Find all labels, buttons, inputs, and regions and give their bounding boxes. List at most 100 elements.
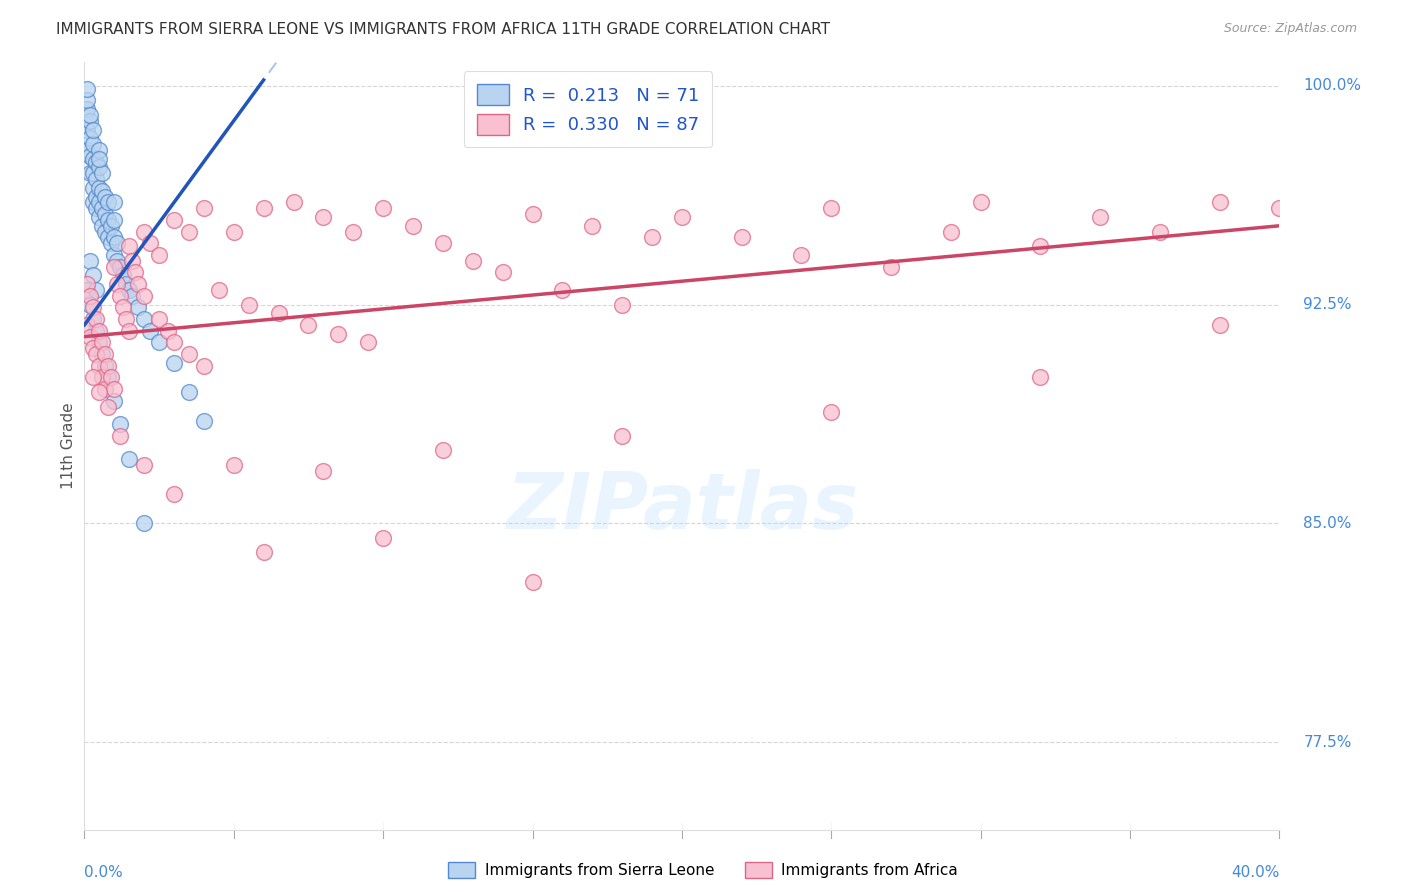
Point <box>328 326 350 341</box>
Point <box>103 213 125 227</box>
Point <box>1090 210 1112 224</box>
Point <box>82 166 104 180</box>
Point <box>124 265 146 279</box>
Point <box>1209 318 1232 332</box>
Point <box>82 152 104 166</box>
Text: IMMIGRANTS FROM SIERRA LEONE VS IMMIGRANTS FROM AFRICA 11TH GRADE CORRELATION CH: IMMIGRANTS FROM SIERRA LEONE VS IMMIGRAN… <box>56 22 830 37</box>
Point <box>79 166 101 180</box>
Point <box>121 289 143 303</box>
Text: 40.0%: 40.0% <box>1232 864 1279 880</box>
Point <box>103 230 125 244</box>
Point <box>89 324 111 338</box>
Point <box>94 189 117 203</box>
Point <box>731 230 754 244</box>
Point <box>94 382 117 396</box>
Point <box>297 318 319 332</box>
Point <box>91 335 114 350</box>
Point <box>110 260 132 274</box>
Point <box>97 370 120 384</box>
Text: 77.5%: 77.5% <box>1303 734 1351 749</box>
Text: Source: ZipAtlas.com: Source: ZipAtlas.com <box>1223 22 1357 36</box>
Point <box>86 312 108 326</box>
Point <box>238 297 260 311</box>
Point <box>100 370 122 384</box>
Point <box>402 219 425 233</box>
Point <box>86 172 108 186</box>
Point <box>91 347 114 361</box>
Point <box>127 301 149 315</box>
Point <box>132 458 156 472</box>
Point <box>79 329 101 343</box>
Point <box>105 236 128 251</box>
Point <box>139 324 162 338</box>
Point <box>76 122 98 136</box>
Point <box>283 195 305 210</box>
Point <box>1029 239 1052 253</box>
Point <box>253 545 276 559</box>
Point <box>82 370 104 384</box>
Point <box>432 236 454 251</box>
Legend: R =  0.213   N = 71, R =  0.330   N = 87: R = 0.213 N = 71, R = 0.330 N = 87 <box>464 71 713 147</box>
Point <box>82 268 104 283</box>
Point <box>86 154 108 169</box>
Point <box>76 283 98 297</box>
Point <box>163 213 186 227</box>
Point <box>103 195 125 210</box>
Point <box>76 81 98 95</box>
Point <box>89 335 111 350</box>
Point <box>100 219 122 233</box>
Point <box>89 210 111 224</box>
Point <box>492 265 515 279</box>
Point <box>110 417 132 431</box>
Point <box>94 347 117 361</box>
Point <box>91 166 114 180</box>
Point <box>118 239 141 253</box>
Point <box>91 219 114 233</box>
Point <box>193 414 215 428</box>
Point <box>89 181 111 195</box>
Point <box>1029 370 1052 384</box>
Point <box>91 184 114 198</box>
Point <box>110 289 132 303</box>
Point <box>163 487 186 501</box>
Point <box>193 201 215 215</box>
Point <box>118 324 141 338</box>
Point <box>267 306 290 320</box>
Point <box>82 137 104 152</box>
Point <box>157 324 180 338</box>
Point <box>97 230 120 244</box>
Point <box>76 102 98 116</box>
Point <box>522 574 544 589</box>
Point <box>91 370 114 384</box>
Point <box>79 253 101 268</box>
Point <box>79 108 101 122</box>
Point <box>82 312 104 326</box>
Point <box>312 464 335 478</box>
Point <box>89 385 111 400</box>
Point <box>82 301 104 315</box>
Point <box>177 225 200 239</box>
Point <box>132 225 156 239</box>
Point <box>1268 201 1291 215</box>
Point <box>522 207 544 221</box>
Point <box>89 359 111 373</box>
Point <box>86 283 108 297</box>
Text: 92.5%: 92.5% <box>1303 297 1351 312</box>
Point <box>373 531 395 545</box>
Point <box>82 195 104 210</box>
Point <box>1149 225 1171 239</box>
Point <box>551 283 574 297</box>
Point <box>208 283 231 297</box>
Point <box>105 277 128 292</box>
Point <box>76 277 98 292</box>
Point <box>97 195 120 210</box>
Point <box>312 210 335 224</box>
Point <box>581 219 603 233</box>
Point <box>110 429 132 443</box>
Text: 100.0%: 100.0% <box>1303 78 1361 94</box>
Point <box>94 225 117 239</box>
Point <box>103 393 125 408</box>
Point <box>112 301 135 315</box>
Point <box>342 225 364 239</box>
Point <box>253 201 276 215</box>
